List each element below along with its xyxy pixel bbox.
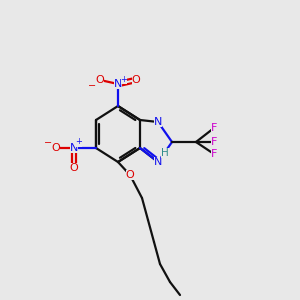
Text: −: − [88,81,96,91]
Text: O: O [52,143,60,153]
Text: O: O [126,170,134,180]
Text: O: O [96,75,104,85]
Text: N: N [70,143,78,153]
Text: F: F [211,149,217,159]
Text: −: − [44,138,52,148]
Text: F: F [211,123,217,133]
Text: N: N [154,117,162,127]
Text: +: + [121,74,128,83]
Text: F: F [211,137,217,147]
Text: O: O [132,75,140,85]
Text: O: O [70,163,78,173]
Text: H: H [161,148,169,158]
Text: +: + [76,137,82,146]
Text: N: N [114,79,122,89]
Text: N: N [154,157,162,167]
